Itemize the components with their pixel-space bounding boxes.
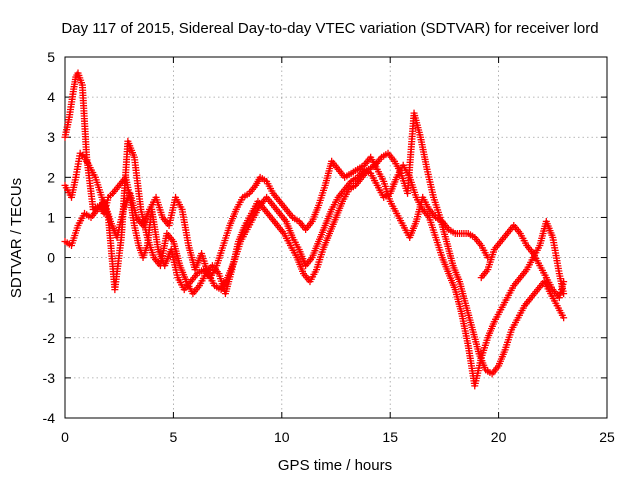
x-tick-label: 25: [599, 429, 615, 445]
x-tick-label: 10: [274, 429, 290, 445]
x-tick-label: 0: [61, 429, 69, 445]
series-track-1: [61, 69, 492, 294]
y-tick-label: 4: [47, 89, 55, 105]
y-axis-label: SDTVAR / TECUs: [8, 178, 25, 298]
y-tick-label: -3: [43, 370, 56, 386]
data-point: [560, 314, 568, 322]
axis-ticks: 0 5 10 15 20 25 -4 -3 -2 -1 0 1 2 3 4 5: [43, 49, 615, 445]
y-tick-label: 5: [47, 49, 55, 65]
y-tick-label: -2: [43, 330, 56, 346]
series-track-4: [477, 221, 568, 302]
x-axis-label: GPS time / hours: [278, 457, 392, 474]
series-line: [64, 72, 489, 291]
data-series: [61, 69, 568, 390]
y-tick-label: -4: [43, 410, 56, 426]
x-tick-label: 5: [170, 429, 178, 445]
y-tick-label: 1: [47, 209, 55, 225]
x-tick-label: 15: [382, 429, 398, 445]
series-track-3: [61, 161, 568, 390]
y-tick-label: 2: [47, 169, 55, 185]
chart-title: Day 117 of 2015, Sidereal Day-to-day VTE…: [61, 20, 598, 37]
y-tick-label: -1: [43, 290, 56, 306]
y-tick-label: 3: [47, 129, 55, 145]
y-tick-label: 0: [47, 250, 55, 266]
x-tick-label: 20: [491, 429, 507, 445]
data-point: [560, 278, 568, 286]
plot-frame: [64, 56, 608, 419]
